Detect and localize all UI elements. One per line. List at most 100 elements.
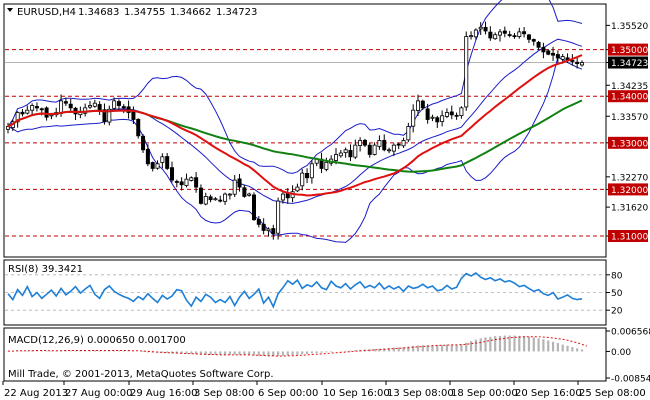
candle (526, 33, 531, 44)
candle (102, 103, 107, 125)
candle (512, 33, 517, 39)
candle (280, 190, 285, 204)
candle (372, 142, 377, 156)
candle (459, 106, 464, 119)
candle (343, 147, 348, 158)
candle (160, 153, 165, 169)
bollinger-upper-band (7, 0, 583, 174)
macd-axis-ticks: 0.006568 0.00 -0.008540 (606, 328, 650, 385)
candle (497, 29, 502, 42)
price-tick-label: 1.35000 (611, 46, 648, 56)
candle (92, 99, 97, 108)
candle (551, 46, 556, 61)
candle (469, 31, 474, 40)
candle (430, 114, 435, 122)
header-low: 1.34662 (170, 7, 211, 18)
header-symbol: EURUSD,H4 (17, 7, 76, 18)
candle (30, 103, 35, 115)
moving-averages (7, 54, 583, 197)
candle (531, 38, 536, 46)
candle (522, 27, 527, 38)
candle (473, 28, 478, 40)
candle (112, 97, 117, 112)
candle (507, 31, 512, 38)
candle (396, 143, 401, 150)
candle (493, 32, 498, 40)
time-tick-label: 29 Aug 16:00 (130, 388, 197, 399)
candle (165, 152, 170, 171)
candle (435, 115, 440, 128)
macd-tick-label: 0.00 (611, 348, 631, 358)
copyright-text: Mill Trade, © 2001-2013, MetaQuotes Soft… (8, 369, 274, 380)
time-tick-label: 22 Aug 2013 (4, 388, 68, 399)
candle (213, 197, 218, 201)
price-tick-label: 1.34000 (611, 93, 648, 103)
candle (83, 103, 88, 117)
candle (488, 26, 493, 41)
candle (440, 110, 445, 127)
candle (237, 173, 242, 192)
candle (218, 195, 223, 203)
current-price-box (608, 56, 648, 69)
candle (150, 161, 155, 172)
time-tick-label: 18 Sep 00:00 (451, 388, 518, 399)
candle (276, 197, 281, 240)
price-level-lines (5, 49, 605, 237)
time-tick-label: 20 Sep 16:00 (515, 388, 582, 399)
candle (256, 216, 261, 228)
header-open: 1.34683 (78, 7, 119, 18)
macd-signal-line (8, 336, 587, 357)
macd-tick-label: -0.008540 (611, 375, 650, 385)
candle (382, 134, 387, 152)
candle (420, 99, 425, 110)
candles (6, 21, 585, 240)
candle (536, 40, 541, 50)
header-close: 1.34723 (216, 7, 257, 18)
price-window[interactable]: EURUSD,H4 1.34683 1.34755 1.34662 1.3472… (3, 0, 607, 258)
candle (338, 149, 343, 158)
candle (502, 26, 507, 38)
candle (415, 94, 420, 116)
candle (169, 161, 174, 183)
macd-tick-label: 0.006568 (611, 328, 650, 338)
candle (367, 142, 372, 158)
price-tick-label: 1.33000 (611, 139, 648, 149)
price-tick-label: 1.32270 (611, 173, 648, 183)
chart-header: EURUSD,H4 1.34683 1.34755 1.34662 1.3472… (7, 7, 257, 18)
candle (425, 103, 430, 124)
candle (25, 105, 30, 115)
macd-window[interactable]: MACD(12,26,9) 0.000650 0.001700 Mill Tra… (3, 327, 650, 385)
ma-fast-line (7, 54, 583, 197)
time-tick-label: 27 Aug 00:00 (65, 388, 132, 399)
time-tick-label: 3 Sep 08:00 (194, 388, 254, 399)
candle (145, 144, 150, 167)
macd-label: MACD(12,26,9) 0.000650 0.001700 (8, 335, 186, 346)
candle (88, 100, 93, 109)
time-tick-label: 6 Sep 00:00 (258, 388, 318, 399)
candle (34, 102, 39, 112)
candle (575, 57, 580, 69)
candle (362, 138, 367, 147)
candle (271, 224, 276, 240)
price-tick-label: 1.31620 (611, 204, 648, 214)
candle (116, 99, 121, 111)
candle (387, 147, 392, 154)
candle (478, 22, 483, 35)
candle (261, 218, 266, 235)
candle (391, 143, 396, 157)
header-high: 1.34755 (124, 7, 165, 18)
collapse-triangle-icon[interactable] (7, 8, 13, 12)
level-price-box (608, 90, 648, 103)
rsi-line (7, 272, 583, 309)
time-tick-label: 13 Sep 08:00 (387, 388, 454, 399)
candle (483, 21, 488, 35)
candle (179, 177, 184, 191)
rsi-window[interactable]: RSI(8) 39.3421 80 50 20 (3, 259, 623, 326)
candle (295, 183, 300, 193)
candle (358, 137, 363, 152)
candle (184, 173, 189, 188)
level-price-box (608, 183, 648, 196)
candle (247, 192, 252, 197)
